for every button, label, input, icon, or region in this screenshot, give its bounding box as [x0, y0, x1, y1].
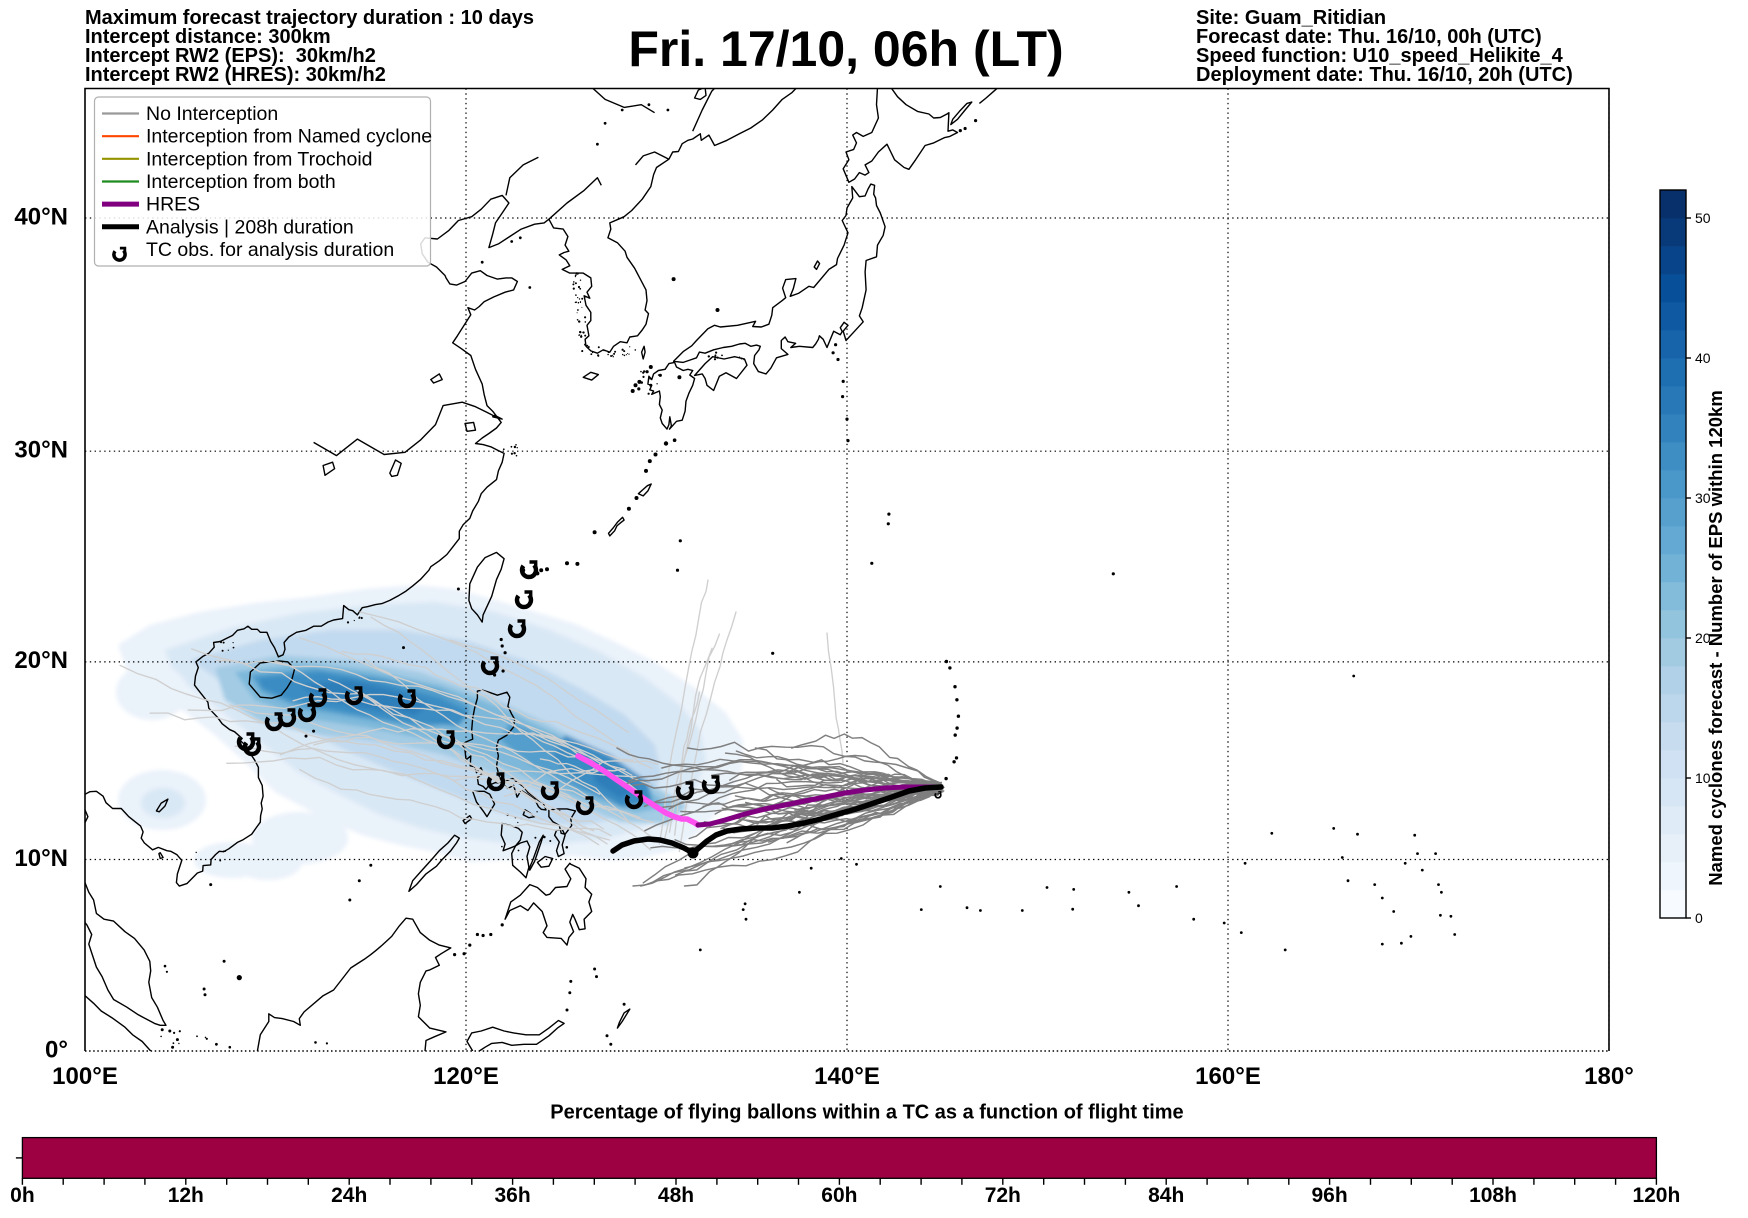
svg-text:30: 30 — [1695, 490, 1711, 506]
svg-text:Interception from Trochoid: Interception from Trochoid — [146, 148, 373, 170]
svg-text:160°E: 160°E — [1195, 1063, 1261, 1090]
svg-text:24h: 24h — [331, 1184, 367, 1207]
svg-text:40: 40 — [1695, 350, 1711, 366]
svg-text:36h: 36h — [495, 1184, 531, 1207]
svg-text:96h: 96h — [1312, 1184, 1348, 1207]
svg-text:12h: 12h — [168, 1184, 204, 1207]
svg-text:120h: 120h — [1632, 1184, 1680, 1207]
svg-text:0°: 0° — [45, 1036, 68, 1063]
svg-text:Speed function: U10_speed_Heli: Speed function: U10_speed_Helikite_4 — [1196, 45, 1564, 67]
svg-text:20°N: 20°N — [14, 647, 68, 674]
svg-text:20: 20 — [1695, 630, 1711, 646]
svg-text:50: 50 — [1695, 210, 1711, 226]
svg-text:TC obs. for analysis duration: TC obs. for analysis duration — [146, 239, 394, 261]
svg-text:Intercept distance: 300km: Intercept distance: 300km — [85, 26, 331, 48]
svg-text:HRES: HRES — [146, 194, 200, 216]
svg-text:Forecast date: Thu. 16/10, 00h: Forecast date: Thu. 16/10, 00h (UTC) — [1196, 26, 1542, 48]
svg-text:Site: Guam_Ritidian: Site: Guam_Ritidian — [1196, 7, 1386, 29]
svg-text:100°E: 100°E — [52, 1063, 118, 1090]
svg-text:140°E: 140°E — [814, 1063, 880, 1090]
svg-text:10: 10 — [1695, 770, 1711, 786]
svg-text:Maximum forecast trajectory du: Maximum forecast trajectory duration : 1… — [85, 7, 534, 29]
svg-text:No Interception: No Interception — [146, 103, 278, 125]
svg-text:Deployment date: Thu. 16/10, 2: Deployment date: Thu. 16/10, 20h (UTC) — [1196, 64, 1573, 86]
svg-text:Named cyclones forecast - Numb: Named cyclones forecast - Number of EPS … — [1705, 390, 1726, 886]
svg-text:Intercept RW2 (EPS): 30km/h2: Intercept RW2 (EPS): 30km/h2 — [85, 45, 376, 67]
svg-text:Fri. 17/10, 06h (LT): Fri. 17/10, 06h (LT) — [628, 21, 1063, 77]
svg-text:108h: 108h — [1469, 1184, 1517, 1207]
svg-text:Percentage of flying ballons w: Percentage of flying ballons within a TC… — [550, 1102, 1183, 1124]
svg-text:Intercept RW2 (HRES): 30km/h2: Intercept RW2 (HRES): 30km/h2 — [85, 64, 386, 86]
svg-text:Interception from Named cyclon: Interception from Named cyclone — [146, 126, 432, 148]
svg-text:72h: 72h — [985, 1184, 1021, 1207]
svg-text:60h: 60h — [821, 1184, 857, 1207]
svg-text:0h: 0h — [10, 1184, 35, 1207]
svg-text:Analysis | 208h duration: Analysis | 208h duration — [146, 216, 354, 238]
svg-text:180°: 180° — [1584, 1063, 1634, 1090]
svg-text:48h: 48h — [658, 1184, 694, 1207]
svg-text:10°N: 10°N — [14, 845, 68, 872]
svg-text:120°E: 120°E — [433, 1063, 499, 1090]
svg-text:40°N: 40°N — [14, 203, 68, 230]
svg-text:30°N: 30°N — [14, 437, 68, 464]
svg-text:Interception from both: Interception from both — [146, 171, 336, 193]
svg-text:0: 0 — [1695, 910, 1703, 926]
svg-text:84h: 84h — [1148, 1184, 1184, 1207]
